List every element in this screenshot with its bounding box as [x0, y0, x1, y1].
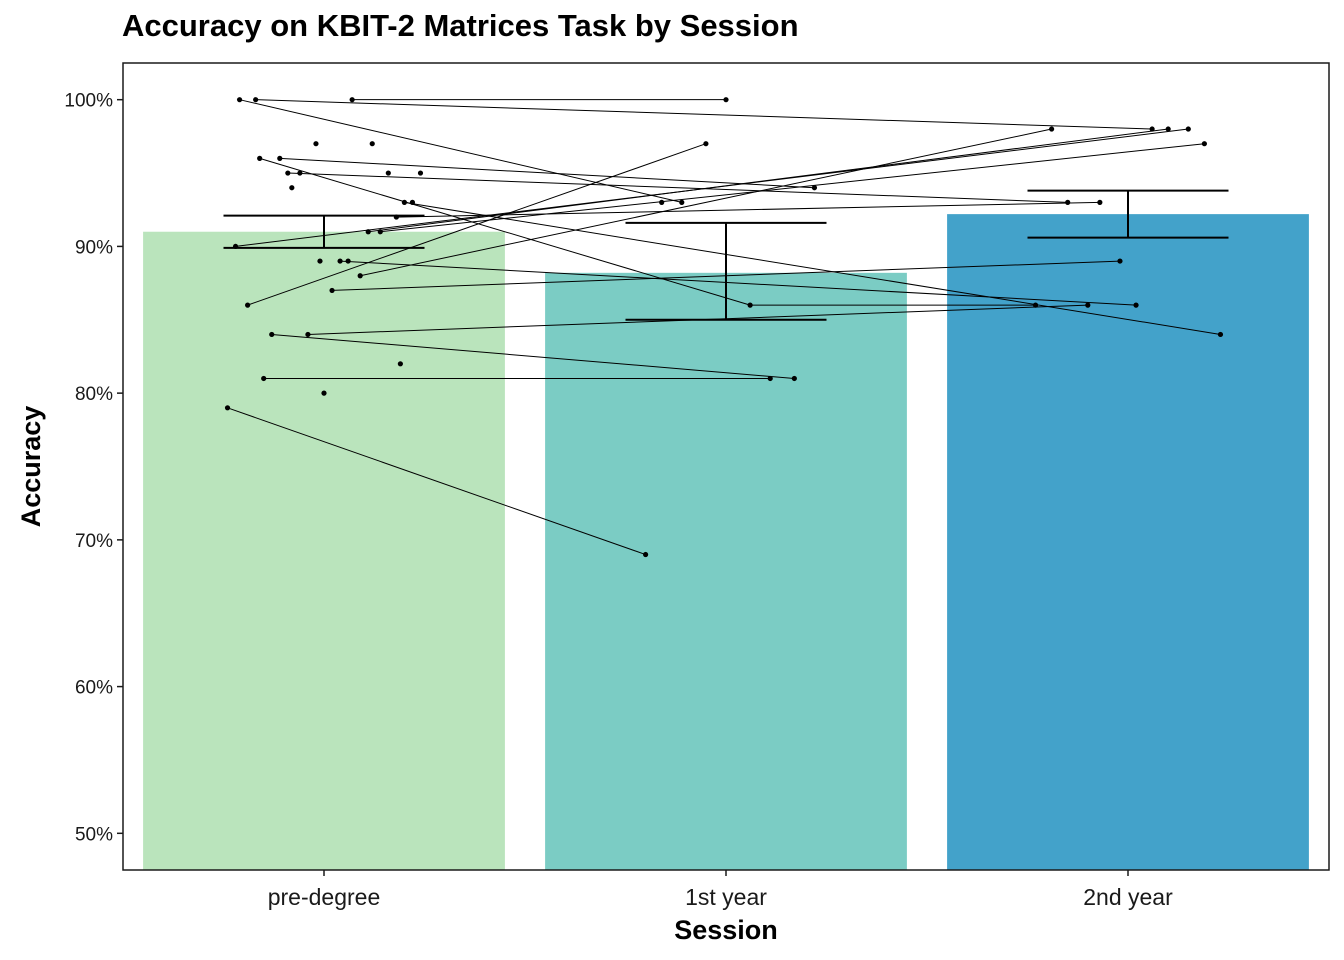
data-point — [337, 258, 343, 264]
y-axis-title: Accuracy — [16, 406, 46, 528]
data-point — [1185, 126, 1191, 132]
data-point — [659, 199, 665, 205]
data-point — [1149, 126, 1155, 132]
x-axis-title: Session — [674, 915, 778, 945]
y-tick-label: 100% — [64, 91, 113, 112]
data-point — [1085, 302, 1091, 308]
data-point — [357, 273, 363, 279]
data-point — [679, 199, 685, 205]
chart-title: Accuracy on KBIT-2 Matrices Task by Sess… — [122, 8, 799, 43]
data-point — [811, 185, 818, 191]
data-point — [643, 551, 649, 558]
data-point — [365, 229, 371, 235]
data-point — [317, 258, 323, 264]
bar-pre-degree — [143, 231, 505, 871]
data-point — [767, 375, 773, 382]
data-point — [703, 141, 709, 147]
data-point — [747, 302, 753, 308]
data-point — [285, 170, 291, 176]
data-point — [349, 97, 355, 103]
participant-line — [368, 128, 1169, 233]
x-tick-label: 2nd year — [1083, 884, 1173, 910]
data-point — [257, 155, 263, 161]
data-point — [329, 287, 335, 294]
participant-line — [239, 99, 682, 203]
data-point — [377, 229, 383, 235]
bar-2nd-year — [947, 214, 1309, 870]
participant-line — [279, 157, 815, 189]
data-point — [1165, 126, 1171, 132]
participant-line — [227, 407, 646, 556]
participant-line — [271, 333, 795, 379]
data-point — [397, 361, 403, 367]
y-tick-label: 50% — [75, 824, 113, 845]
data-point — [791, 375, 797, 382]
data-point — [261, 375, 267, 382]
data-point — [297, 170, 303, 176]
data-point — [277, 155, 283, 161]
data-point — [321, 390, 327, 396]
data-point — [1065, 199, 1071, 205]
data-point — [305, 331, 311, 338]
data-point — [1117, 258, 1123, 264]
data-point — [236, 97, 243, 103]
points-layer — [224, 97, 1224, 558]
participant-line — [396, 201, 1100, 218]
participant-line — [380, 143, 1205, 233]
x-tick-label: pre-degree — [268, 884, 381, 910]
data-point — [409, 199, 416, 205]
data-point — [269, 331, 275, 338]
participant-line — [340, 260, 1137, 306]
data-point — [1133, 302, 1139, 308]
data-point — [224, 405, 231, 411]
y-tick-label: 80% — [75, 384, 113, 405]
data-point — [417, 170, 424, 176]
data-point — [1217, 331, 1224, 338]
data-point — [1049, 126, 1055, 132]
y-tick-label: 60% — [75, 678, 113, 699]
bars-layer — [143, 214, 1309, 871]
data-point — [401, 199, 407, 205]
data-point — [369, 141, 375, 147]
y-tick-label: 90% — [75, 237, 113, 258]
participant-line — [287, 172, 1068, 203]
participant-line — [404, 201, 1221, 335]
participant-lines-layer — [227, 99, 1221, 556]
data-point — [1201, 141, 1207, 147]
error-bars-layer — [223, 189, 1229, 321]
data-point — [313, 141, 319, 147]
data-point — [1032, 302, 1039, 308]
y-axis: 50% 60% 70% 80% 90% 100% — [64, 91, 123, 845]
participant-line — [255, 99, 1153, 130]
participant-line — [259, 157, 751, 306]
x-axis: pre-degree 1st year 2nd year — [268, 870, 1173, 910]
data-point — [385, 170, 391, 176]
data-point — [345, 258, 351, 264]
data-point — [253, 97, 259, 103]
data-point — [245, 302, 251, 308]
data-point — [723, 97, 729, 103]
data-point — [1097, 199, 1103, 205]
participant-line — [247, 143, 707, 306]
data-point — [289, 185, 295, 191]
participant-line — [360, 128, 1052, 277]
y-tick-label: 70% — [75, 531, 113, 552]
x-tick-label: 1st year — [685, 884, 767, 910]
